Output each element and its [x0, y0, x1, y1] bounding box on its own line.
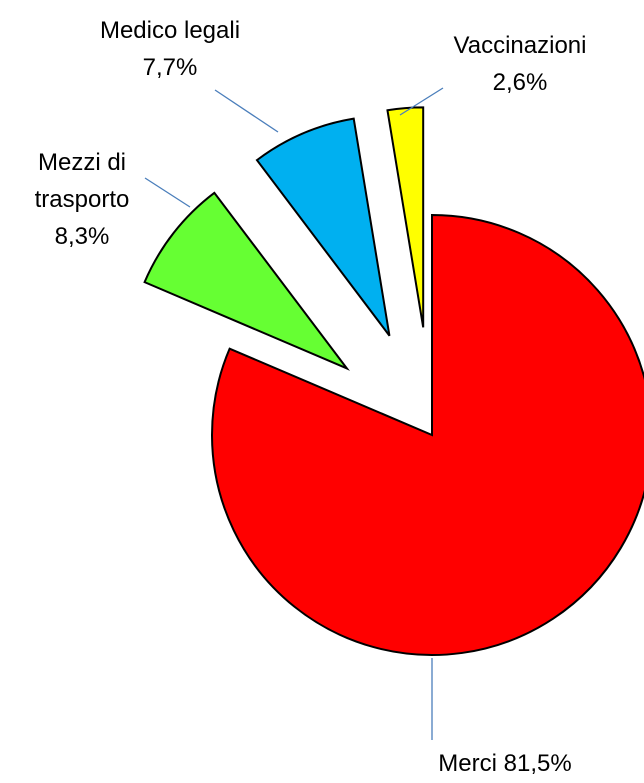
- value-label: 81,5%: [503, 750, 572, 777]
- slice-label: Merci 81,5%: [380, 745, 630, 782]
- pie-slice: [211, 213, 644, 656]
- pie-slice: [255, 117, 391, 337]
- category-label: Medico legali: [99, 17, 241, 44]
- category-label: Mezzi di trasporto: [34, 149, 130, 213]
- leader-line: [144, 177, 191, 208]
- pie-slice: [143, 191, 350, 371]
- slice-label: Medico legali 7,7%: [50, 12, 290, 86]
- category-label: Vaccinazioni: [453, 32, 587, 59]
- pie-slice: [386, 106, 425, 328]
- slice-label: Vaccinazioni 2,6%: [410, 27, 630, 101]
- value-label: 8,3%: [54, 223, 110, 250]
- value-label: 2,6%: [492, 69, 548, 96]
- leader-line: [214, 89, 279, 133]
- leader-line: [399, 87, 444, 116]
- slice-label: Mezzi di trasporto 8,3%: [17, 144, 147, 255]
- spacer: [497, 750, 504, 777]
- value-label: 7,7%: [142, 54, 198, 81]
- category-label: Merci: [438, 750, 497, 777]
